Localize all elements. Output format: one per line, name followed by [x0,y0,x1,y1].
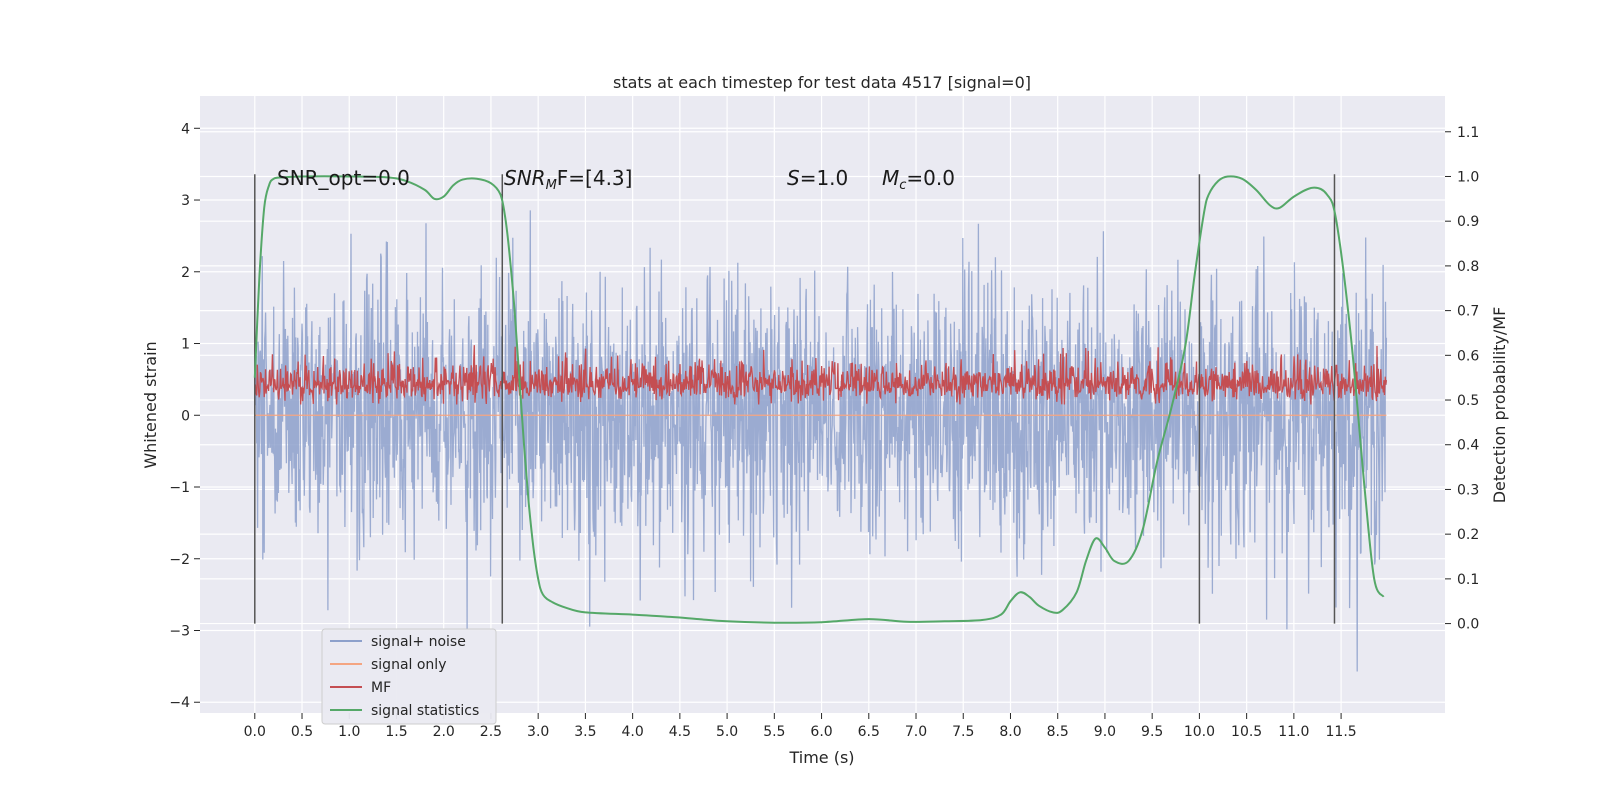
s-label: S [787,166,800,190]
left-tick-label-0: −4 [169,695,190,711]
x-tick-label-22: 11.0 [1278,724,1309,740]
legend-box [321,628,497,725]
right-tick-label-8: 0.8 [1457,259,1479,275]
right-tick-label-1: 0.1 [1457,572,1479,588]
x-tick-label-19: 9.5 [1141,724,1163,740]
x-tick-label-10: 5.0 [716,724,738,740]
annotation-mc: Mc=0.0 [882,166,955,193]
left-tick-label-2: −2 [169,552,190,568]
left-ticks: −4 −3 −2 −1 0 1 2 3 4 [169,121,200,711]
line-mf [254,345,1388,405]
left-tick-label-7: 3 [181,193,190,209]
legend-label-signal-statistics: signal statistics [371,703,479,719]
y-axis-label-left: Whitened strain [141,341,160,468]
x-tick-label-7: 3.5 [574,724,596,740]
x-tick-label-9: 4.5 [669,724,691,740]
y-axis-label-right: Detection probability/MF [1490,307,1509,504]
x-tick-label-13: 6.5 [858,724,880,740]
snr-mf-suffix: F=[4.3] [557,166,633,190]
snr-mf-prefix: SNR [504,166,546,190]
x-tick-label-15: 7.5 [952,724,974,740]
x-axis-label: Time (s) [788,748,854,767]
left-tick-label-8: 4 [181,121,190,137]
annotation-snr-opt: SNR_opt=0.0 [277,166,410,190]
right-tick-label-10: 1.0 [1457,169,1479,185]
legend-label-signal-only: signal only [371,657,446,673]
x-tick-label-20: 10.0 [1184,724,1215,740]
chart-title: stats at each timestep for test data 451… [613,73,1031,92]
right-tick-label-7: 0.7 [1457,304,1479,320]
left-tick-label-3: −1 [169,480,190,496]
x-tick-label-8: 4.0 [621,724,643,740]
legend-label-signal-noise: signal+ noise [371,634,466,650]
right-tick-label-5: 0.5 [1457,393,1479,409]
right-ticks: 0.0 0.1 0.2 0.3 0.4 0.5 0.6 0.7 0.8 0.9 1.0 1.1 [1445,125,1479,633]
series-mf [254,345,1388,405]
x-tick-label-2: 1.0 [338,724,360,740]
snr-mf-sub: M [546,178,557,193]
x-tick-label-1: 0.5 [291,724,313,740]
right-tick-label-6: 0.6 [1457,348,1479,364]
right-tick-label-4: 0.4 [1457,438,1479,454]
x-tick-label-18: 9.0 [1094,724,1116,740]
legend: signal+ noise signal only MF signal stat… [321,628,497,725]
annotation-s: S=1.0 [787,166,848,190]
x-tick-label-6: 3.0 [527,724,549,740]
mc-value: =0.0 [906,166,955,190]
x-tick-label-16: 8.0 [999,724,1021,740]
x-tick-label-4: 2.0 [433,724,455,740]
x-tick-label-0: 0.0 [244,724,266,740]
legend-label-mf: MF [371,680,391,696]
right-tick-label-0: 0.0 [1457,617,1479,633]
x-tick-label-5: 2.5 [480,724,502,740]
annotation-snr-mf: SNRMF=[4.3] [504,166,632,193]
mc-label: M [882,166,899,190]
left-tick-label-5: 1 [181,337,190,353]
x-tick-label-23: 11.5 [1326,724,1357,740]
right-tick-label-9: 0.9 [1457,214,1479,230]
left-tick-label-6: 2 [181,265,190,281]
x-tick-label-17: 8.5 [1047,724,1069,740]
s-value: =1.0 [800,166,849,190]
right-tick-label-11: 1.1 [1457,125,1479,141]
x-tick-label-14: 7.0 [905,724,927,740]
x-tick-label-11: 5.5 [763,724,785,740]
x-tick-label-21: 10.5 [1231,724,1262,740]
x-ticks: 0.0 0.5 1.0 1.5 2.0 2.5 3.0 3.5 4.0 4.5 5.0 5.5 6.0 6… [244,713,1357,740]
series-signal-statistics [253,175,1385,624]
vertical-lines [254,174,1336,624]
left-tick-label-1: −3 [169,623,190,639]
x-tick-label-3: 1.5 [385,724,407,740]
x-tick-label-12: 6.0 [810,724,832,740]
left-tick-label-4: 0 [181,408,190,424]
right-tick-label-2: 0.2 [1457,527,1479,543]
right-tick-label-3: 0.3 [1457,482,1479,498]
line-signal-statistics [253,175,1385,624]
mc-sub: c [899,178,906,193]
